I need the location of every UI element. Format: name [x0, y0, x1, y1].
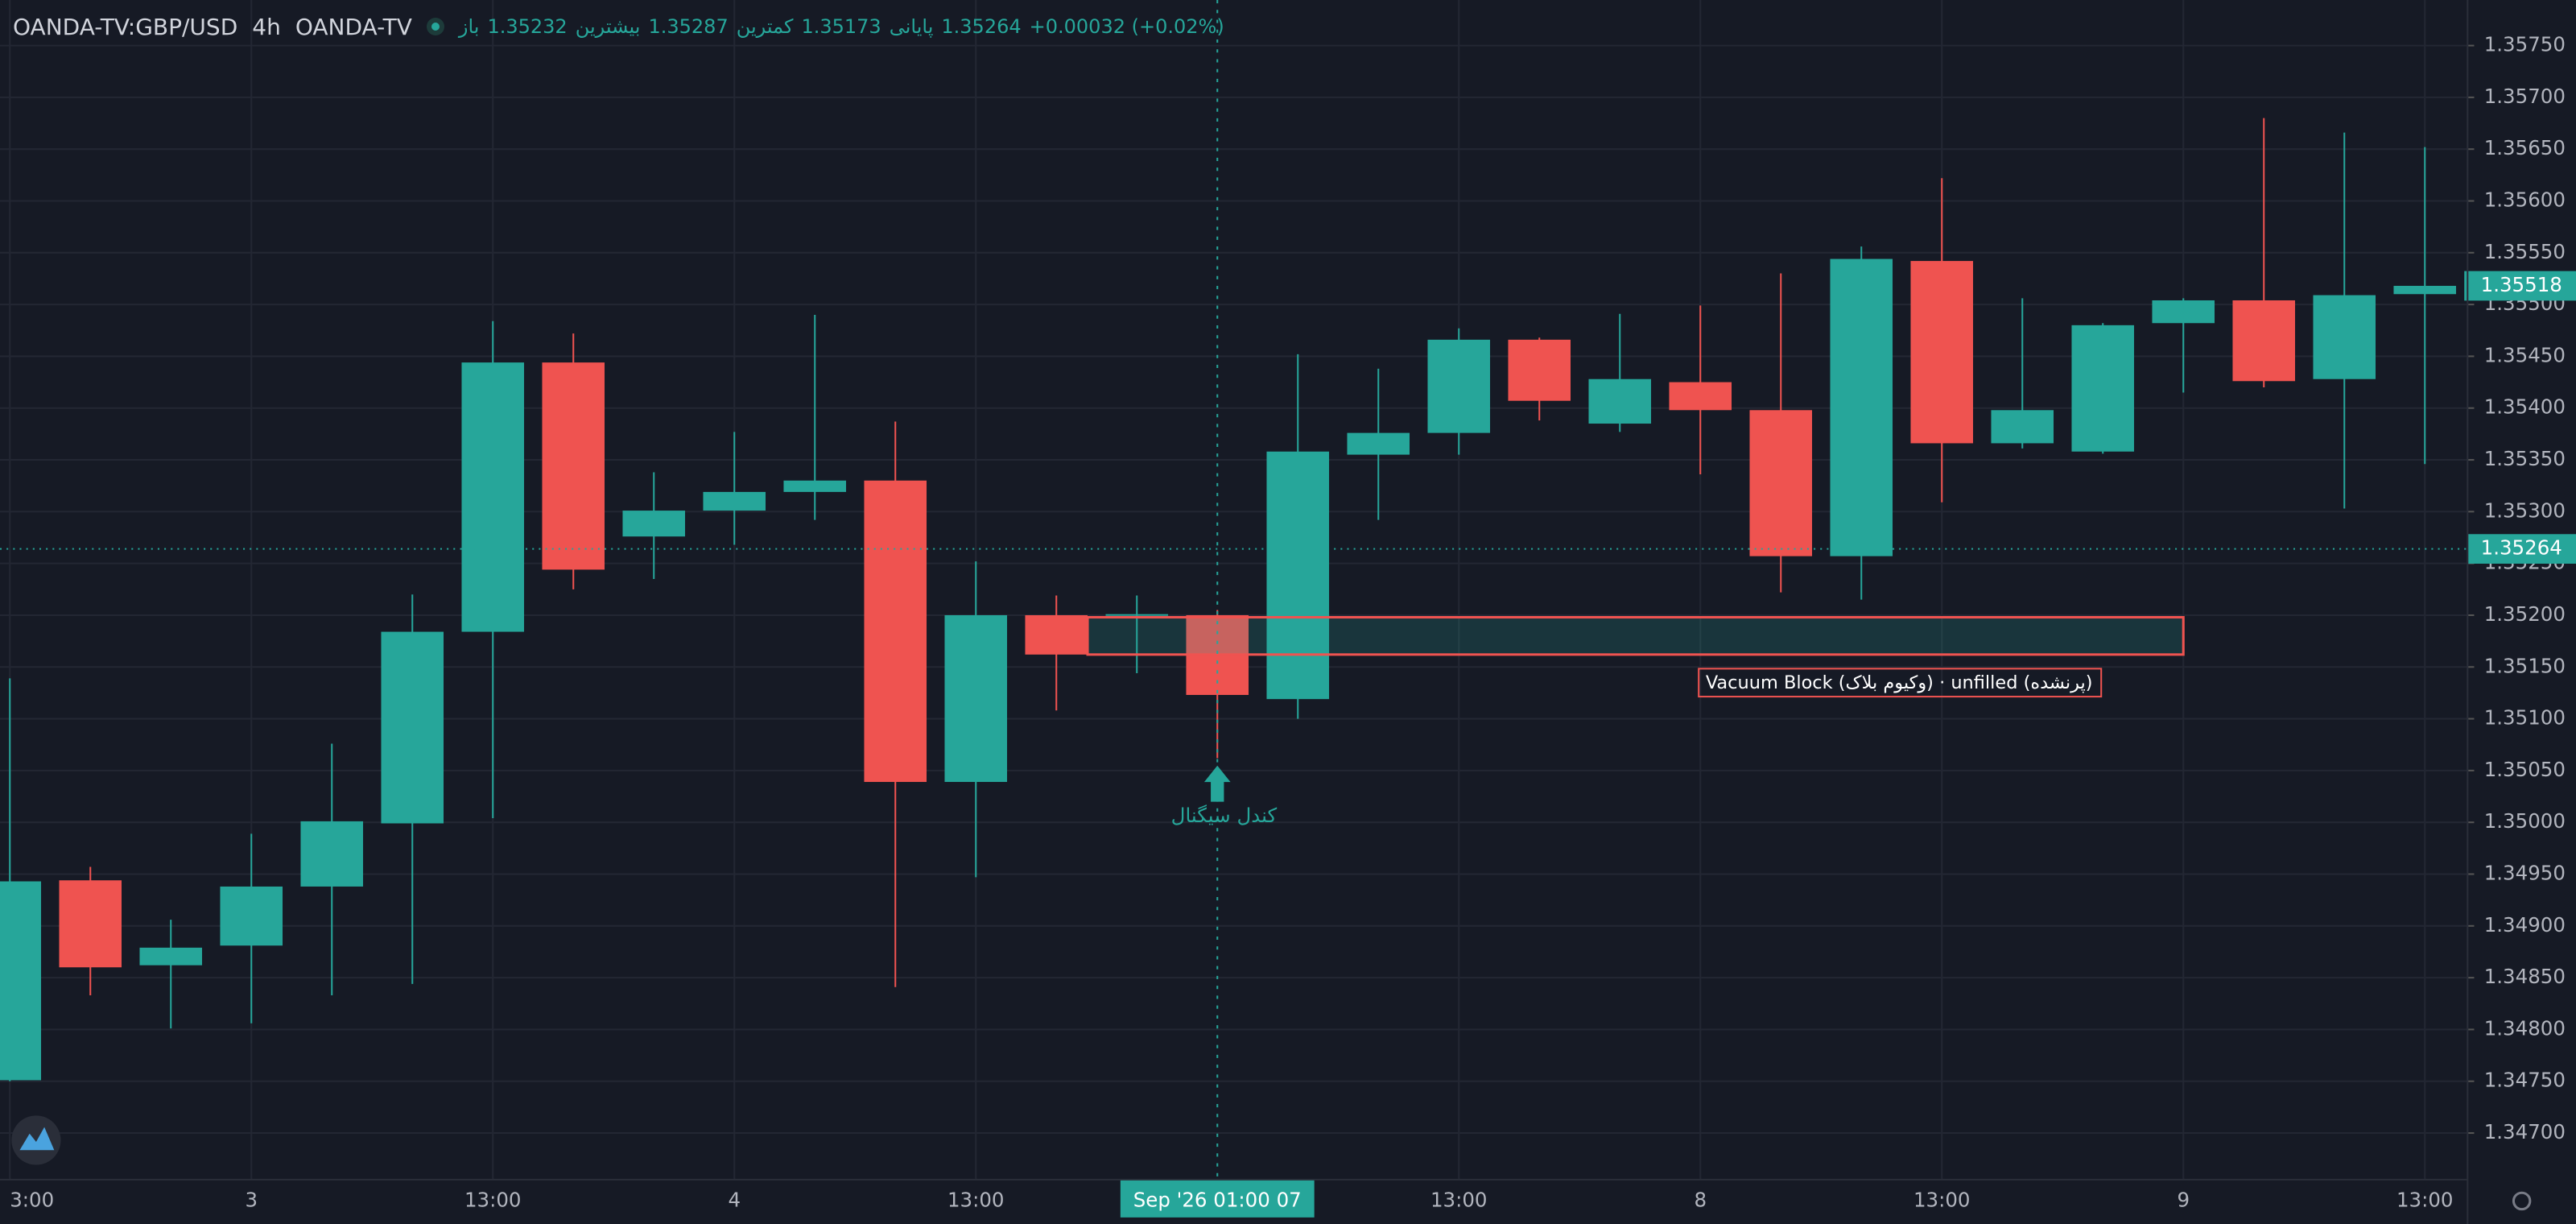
y-tick-label: 1.35650 [2484, 136, 2566, 159]
logo-icon [19, 1127, 55, 1151]
ohlc-label: پایانی [889, 15, 934, 38]
candle-body [2313, 295, 2376, 379]
y-tick-label: 1.35100 [2484, 706, 2566, 730]
y-tick-label: 1.35350 [2484, 447, 2566, 470]
y-tick-label: 1.34700 [2484, 1120, 2566, 1143]
candle-body [1588, 378, 1652, 424]
ohlc-label: بیشترین [575, 15, 641, 38]
x-tick-label: 13:00 [2396, 1188, 2454, 1211]
candle-body [381, 631, 444, 824]
y-tick-label: 1.35450 [2484, 343, 2566, 366]
ohlc-value: 1.35232 [487, 15, 568, 38]
x-tick-label: 9 [2177, 1188, 2190, 1211]
candle-body [0, 881, 42, 1081]
candle-body [703, 491, 766, 511]
x-tick-label: 13:00 [1913, 1188, 1971, 1211]
zone-label: Vacuum Block (وکیوم بلاک) · unfilled (پر… [1706, 672, 2093, 693]
candle-body [1669, 382, 1732, 411]
candle-body [1508, 339, 1571, 401]
candle-body [1105, 614, 1169, 616]
candle-body [139, 947, 203, 966]
interval[interactable]: 4h [252, 13, 281, 40]
candle-body [1830, 258, 1893, 556]
candle-body [864, 480, 927, 783]
ohlc-value: 1.35173 [801, 15, 881, 38]
candle-body [1910, 261, 1974, 444]
y-tick-label: 1.34750 [2484, 1069, 2566, 1092]
candle-body [1991, 410, 2054, 444]
last-price-label: 1.35518 [2481, 273, 2562, 296]
candle-body [1025, 614, 1088, 655]
source: OANDA-TV [295, 13, 412, 40]
candle-body [220, 886, 283, 946]
y-tick-label: 1.35000 [2484, 809, 2566, 833]
x-tick-label: 4 [728, 1188, 741, 1211]
y-tick-label: 1.34800 [2484, 1016, 2566, 1040]
last-price-box [2464, 271, 2576, 301]
settings-icon[interactable] [2512, 1191, 2532, 1211]
ohlc-label: باز [458, 15, 480, 38]
y-tick-label: 1.35200 [2484, 602, 2566, 626]
x-tick-label: 3 [245, 1188, 258, 1211]
crosshair-price-label: 1.35264 [2481, 536, 2562, 560]
ohlc-change: +0.00032 (+0.02%) [1029, 15, 1224, 38]
ohlc-label: کمترین [736, 15, 794, 38]
candle-body [1347, 432, 1410, 455]
y-tick-label: 1.35150 [2484, 654, 2566, 677]
signal-label: کندل سیگنال [1171, 804, 1278, 827]
y-tick-label: 1.34950 [2484, 862, 2566, 885]
candle-body [542, 362, 605, 570]
y-tick-label: 1.35600 [2484, 188, 2566, 212]
ohlc: باز 1.35232 بیشترین 1.35287 کمترین 1.35173 پای… [459, 15, 1224, 38]
candle-body [622, 511, 686, 537]
y-tick-label: 1.35050 [2484, 758, 2566, 781]
crosshair-x-label: Sep '26 01:00 07 [1133, 1188, 1302, 1211]
crosshair-price-box [2467, 534, 2576, 564]
candle-body [461, 362, 525, 632]
x-tick-label: 8 [1694, 1188, 1707, 1211]
x-tick-label: 3:00 [10, 1188, 54, 1211]
y-tick-label: 1.34850 [2484, 965, 2566, 988]
candle-body [783, 480, 847, 492]
candle-body [2152, 300, 2215, 324]
candle-body [1427, 339, 1491, 433]
candle-body [59, 880, 122, 968]
candle-body [1749, 410, 1813, 556]
y-tick-label: 1.35750 [2484, 33, 2566, 56]
y-tick-label: 1.35700 [2484, 85, 2566, 108]
zone-label-box [1698, 668, 2103, 698]
ohlc-value: 1.35264 [941, 15, 1022, 38]
crosshair-x-box [1120, 1179, 1315, 1218]
x-tick-label: 13:00 [1430, 1188, 1488, 1211]
candle-body [2071, 325, 2135, 452]
zone [1086, 616, 2185, 656]
candle-body [944, 614, 1008, 783]
symbol[interactable]: OANDA-TV:GBP/USD [13, 13, 238, 40]
candle-body [1266, 451, 1330, 700]
status-dot [426, 18, 444, 35]
x-tick-label: 13:00 [464, 1188, 522, 1211]
candle-body [2232, 300, 2296, 382]
ohlc-value: 1.35287 [648, 15, 729, 38]
y-tick-label: 1.35550 [2484, 240, 2566, 263]
y-tick-label: 1.35400 [2484, 395, 2566, 419]
header: OANDA-TV:GBP/USD 4h OANDA-TV باز 1.35232 ب… [13, 10, 1224, 43]
x-tick-label: 13:00 [947, 1188, 1005, 1211]
logo[interactable] [11, 1115, 61, 1165]
y-tick-label: 1.34900 [2484, 913, 2566, 937]
candle-body [2393, 285, 2457, 295]
y-tick-label: 1.35300 [2484, 498, 2566, 522]
candle-body [300, 821, 364, 887]
